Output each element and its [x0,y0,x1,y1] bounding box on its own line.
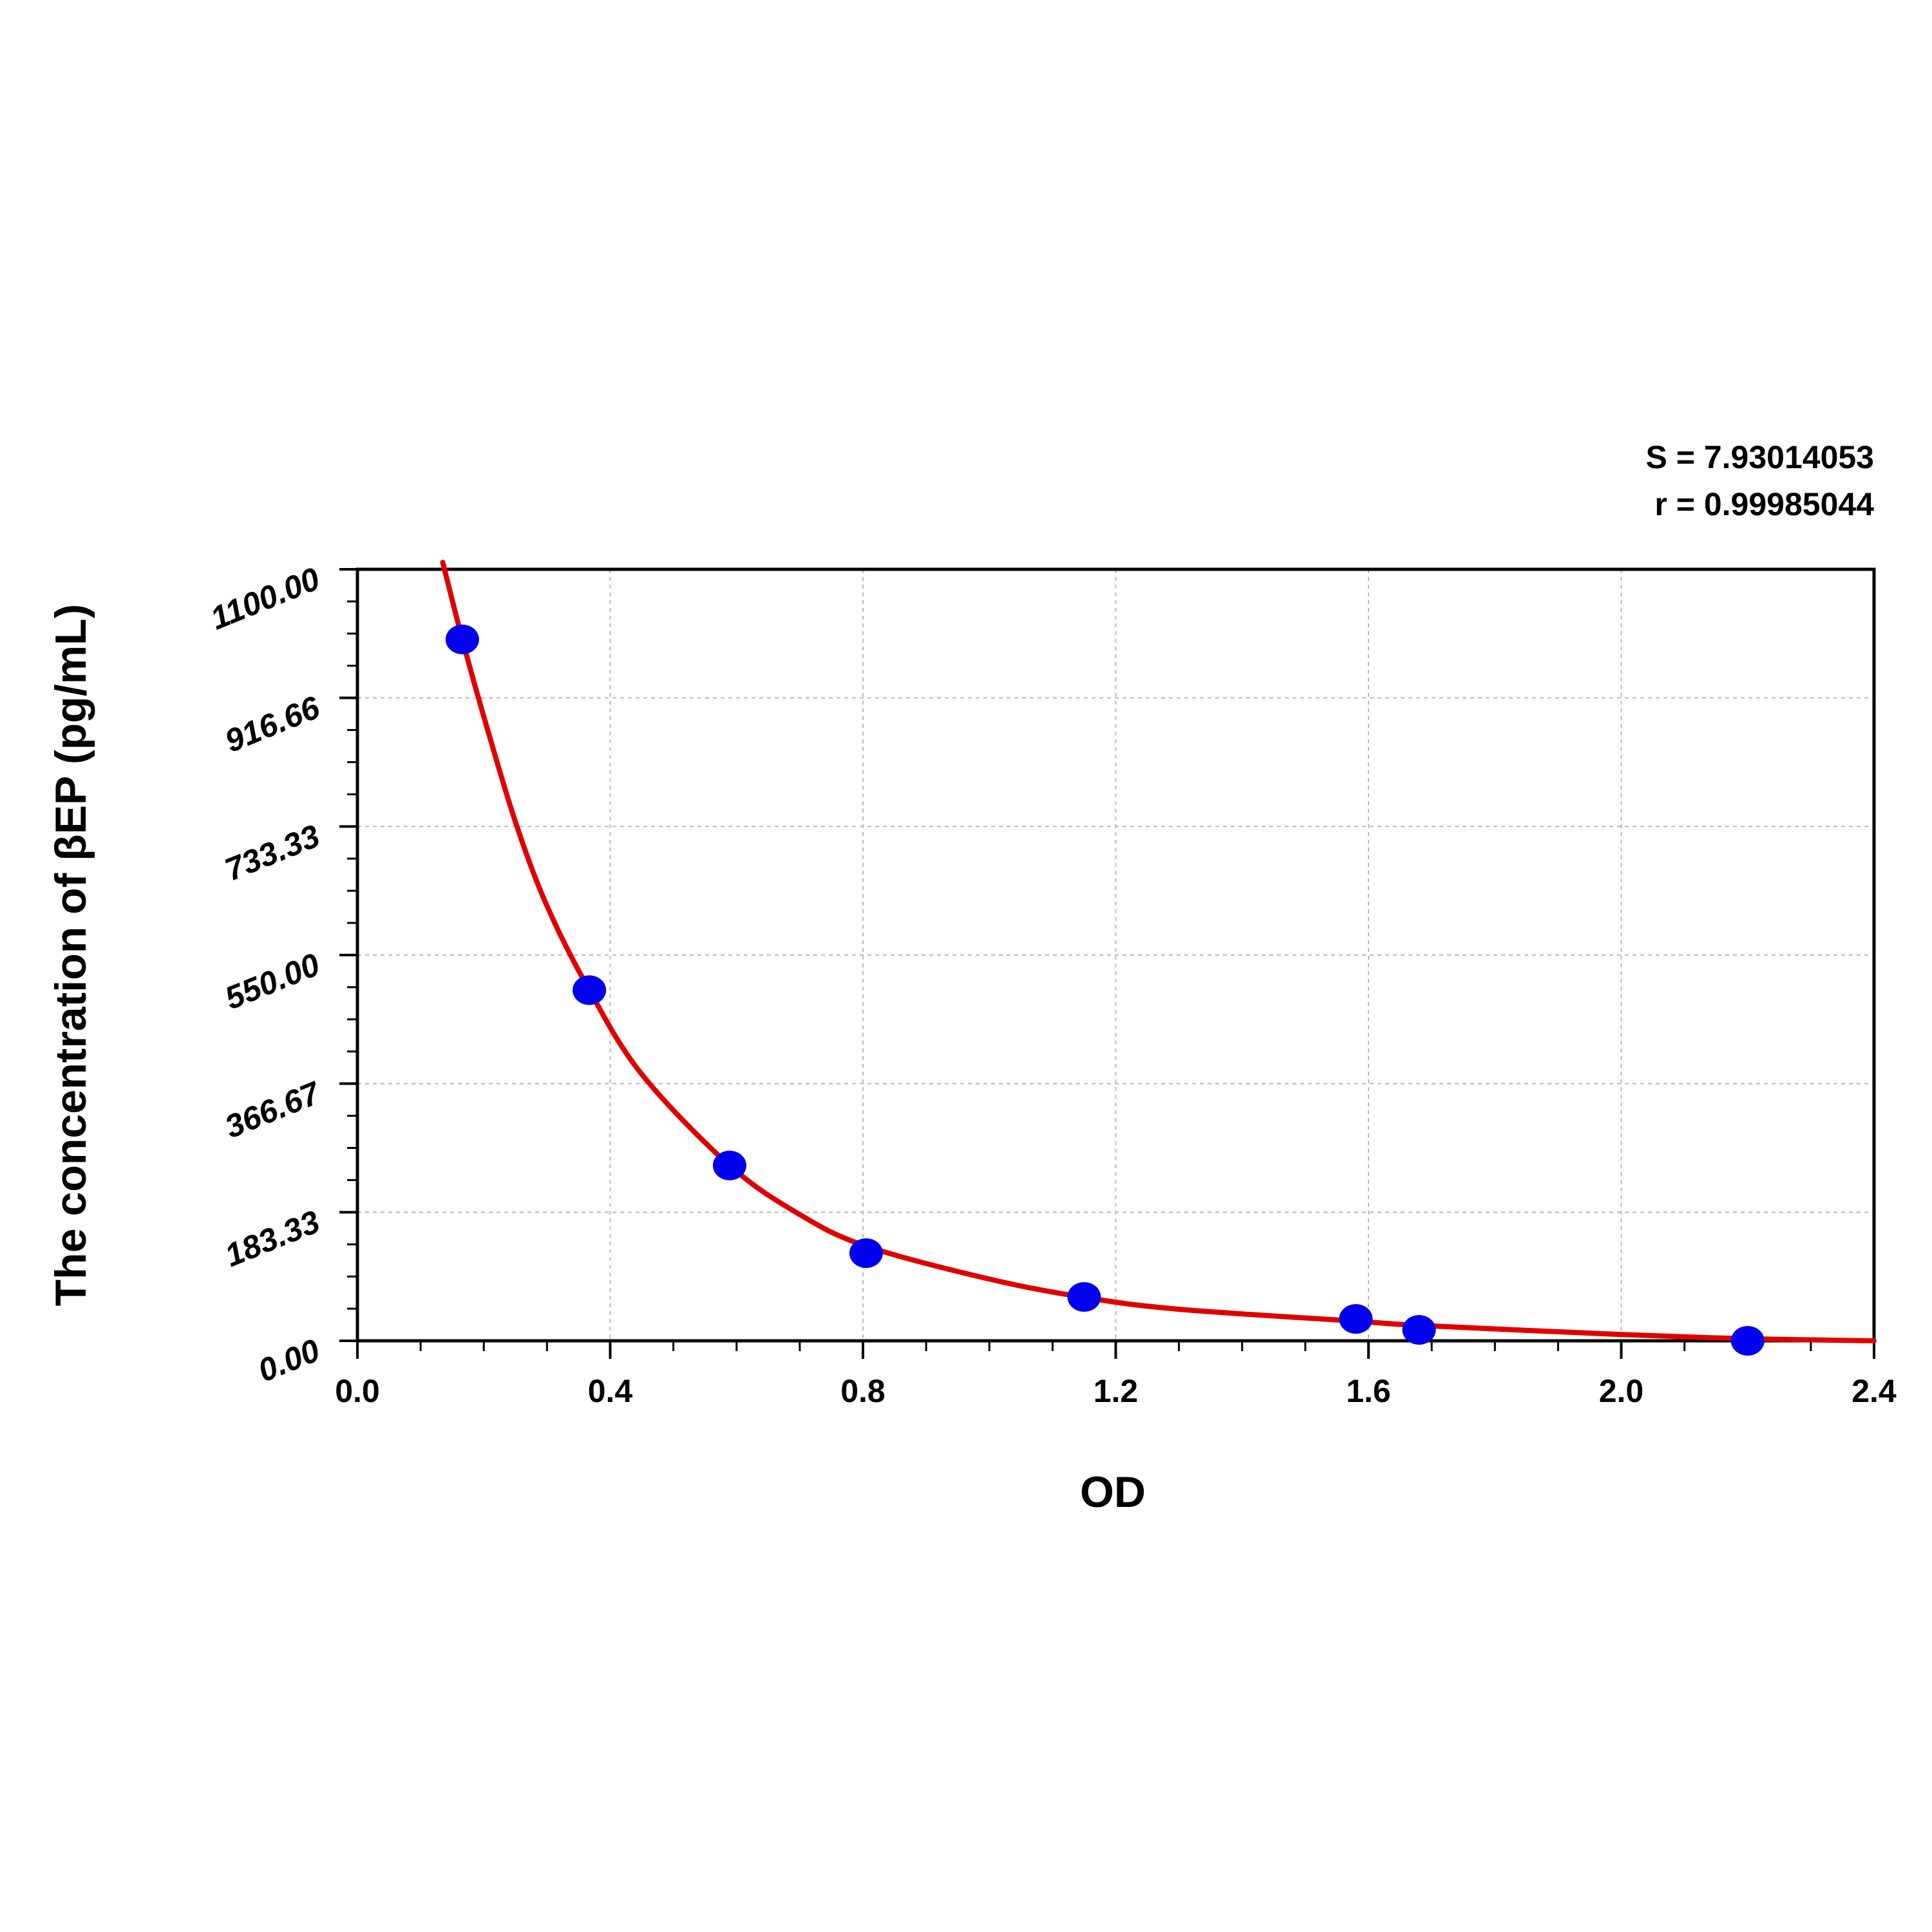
x-tick-labels: 0.0 0.4 0.8 1.2 1.6 2.0 2.4 [335,1373,1897,1409]
data-point [1067,1282,1101,1312]
x-tick-label: 2.4 [1852,1373,1897,1409]
x-tick-label: 0.8 [840,1373,886,1409]
data-point [573,975,607,1005]
x-axis-title: OD [1080,1468,1146,1517]
data-point [712,1150,746,1180]
data-point [445,624,479,654]
x-tick-label: 1.2 [1094,1373,1139,1409]
stat-s-value: S = 7.93014053 [1646,439,1875,475]
stat-r-value: r = 0.99985044 [1654,486,1874,522]
data-point [1339,1303,1373,1334]
gridlines [357,569,1874,1341]
axis-ticks [339,568,1875,1359]
data-point [849,1238,883,1268]
data-points [445,624,1765,1356]
x-tick-label: 0.4 [588,1373,633,1409]
data-point [1402,1315,1436,1345]
y-axis-title: The concentration of βEP (pg/mL) [46,604,95,1307]
x-tick-label: 2.0 [1599,1373,1644,1409]
data-point [1730,1326,1765,1356]
x-tick-label: 0.0 [335,1373,380,1409]
x-tick-label: 1.6 [1346,1373,1391,1409]
